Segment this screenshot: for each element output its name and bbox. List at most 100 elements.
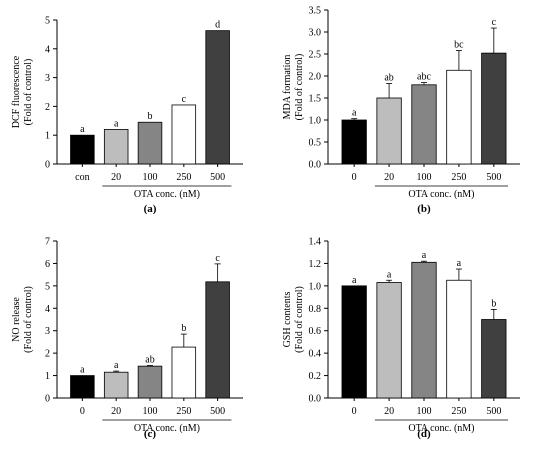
chart-panel-4: 0.0 0.2 0.4 0.6 0.8 1.0 1.2 1.4 a 0 a 20 a 100 a 250 b 50…: [282, 237, 520, 440]
y-tick-label: 7: [45, 237, 50, 248]
bar: [411, 261, 437, 399]
y-tick-label: 3.5: [309, 6, 322, 17]
y-axis-label: GSH contents: [282, 291, 293, 347]
y-tick-label: 2: [45, 349, 50, 360]
bar: [376, 97, 402, 165]
chart-panel-2: 0.0 0.5 1.0 1.5 2.0 2.5 3.0 3.5 a 0 ab 20 abc 100 bc 25…: [282, 6, 520, 215]
bar: [481, 52, 507, 165]
y-tick-label: 1: [45, 131, 50, 142]
y-tick-label: 2.0: [309, 72, 322, 83]
y-tick-label: 1.5: [309, 94, 322, 105]
panel-label: (a): [144, 203, 157, 215]
significance-letter: a: [352, 108, 357, 119]
significance-letter: a: [387, 269, 392, 280]
y-tick-label: 0: [45, 394, 50, 405]
panel-label: (c): [144, 428, 157, 440]
significance-letter: b: [181, 323, 186, 334]
y-tick-label: 1.4: [309, 237, 322, 248]
x-tick-label: 500: [210, 406, 225, 417]
bar: [103, 371, 129, 399]
x-tick-label: 20: [111, 172, 121, 183]
significance-letter: ab: [384, 72, 393, 83]
bar: [70, 134, 95, 165]
significance-letter: bc: [454, 39, 464, 50]
y-tick-label: 0: [45, 160, 50, 171]
bar: [171, 104, 197, 165]
y-tick-label: 0.0: [309, 160, 322, 171]
x-tick-label: 0: [80, 406, 85, 417]
y-axis-label: NO release: [11, 297, 22, 342]
x-axis-label: OTA conc. (nM): [408, 189, 474, 200]
panel-label: (b): [417, 203, 431, 215]
x-tick-label: 500: [210, 172, 225, 183]
x-tick-label: 20: [384, 172, 394, 183]
x-tick-label: 100: [417, 172, 432, 183]
bar: [205, 281, 230, 399]
panel-label: (d): [417, 428, 431, 440]
x-tick-label: 100: [143, 406, 158, 417]
x-tick-label: 250: [451, 172, 466, 183]
bar: [341, 285, 367, 399]
y-tick-label: 1.0: [309, 281, 322, 292]
y-axis-label: (Fold of control): [294, 286, 305, 353]
x-axis-label: OTA conc. (nM): [134, 423, 200, 434]
y-tick-label: 0.5: [309, 138, 322, 149]
x-tick-label: 250: [451, 406, 466, 417]
y-axis-label: (Fold of control): [294, 54, 305, 121]
significance-letter: a: [114, 360, 119, 371]
significance-letter: a: [352, 275, 357, 286]
y-tick-label: 3: [45, 326, 50, 337]
y-axis-label: (Fold of control): [23, 59, 34, 126]
significance-letter: a: [114, 118, 119, 129]
y-tick-label: 2.5: [309, 50, 322, 61]
x-tick-label: 0: [352, 172, 357, 183]
x-tick-label: 100: [143, 172, 158, 183]
x-tick-label: 250: [176, 172, 191, 183]
y-tick-label: 2: [45, 102, 50, 113]
significance-letter: c: [215, 253, 220, 264]
y-tick-label: 6: [45, 259, 50, 270]
bar: [376, 282, 402, 399]
bar: [446, 279, 472, 399]
x-axis-label: OTA conc. (nM): [134, 189, 200, 200]
bar: [341, 119, 367, 165]
y-tick-label: 0.0: [309, 394, 322, 405]
significance-letter: a: [80, 124, 85, 135]
y-axis-label: (Fold of control): [23, 286, 34, 353]
significance-letter: c: [182, 94, 187, 105]
bar: [103, 129, 129, 165]
y-tick-label: 0.2: [309, 371, 322, 382]
x-tick-label: 500: [486, 406, 501, 417]
y-tick-label: 4: [45, 304, 50, 315]
bar: [70, 375, 95, 399]
bar: [205, 30, 230, 165]
y-tick-label: 0.8: [309, 304, 322, 315]
x-tick-label: 100: [417, 406, 432, 417]
significance-letter: a: [422, 250, 427, 261]
y-tick-label: 1.2: [309, 259, 322, 270]
x-tick-label: 20: [384, 406, 394, 417]
y-tick-label: 3.0: [309, 28, 322, 39]
significance-letter: d: [215, 20, 220, 31]
y-tick-label: 0.4: [309, 349, 322, 360]
bar: [446, 69, 472, 165]
bar: [411, 84, 437, 165]
significance-letter: abc: [417, 72, 431, 83]
x-tick-label: con: [75, 172, 89, 183]
bar: [137, 365, 163, 399]
x-tick-label: 0: [352, 406, 357, 417]
significance-letter: a: [80, 365, 85, 376]
y-tick-label: 0.6: [309, 326, 322, 337]
y-tick-label: 4: [45, 44, 50, 55]
x-tick-label: 500: [486, 172, 501, 183]
significance-letter: a: [457, 258, 462, 269]
significance-letter: b: [148, 111, 153, 122]
x-tick-label: 20: [111, 406, 121, 417]
y-axis-label: MDA formation: [282, 55, 293, 120]
chart-panel-1: 0 1 2 3 4 5 a con a 20 b 100 c 250 d 500 OTA conc. (nM) D…: [11, 16, 243, 215]
bar: [171, 346, 197, 399]
significance-letter: b: [491, 298, 496, 309]
y-tick-label: 3: [45, 73, 50, 84]
y-tick-label: 1: [45, 371, 50, 382]
